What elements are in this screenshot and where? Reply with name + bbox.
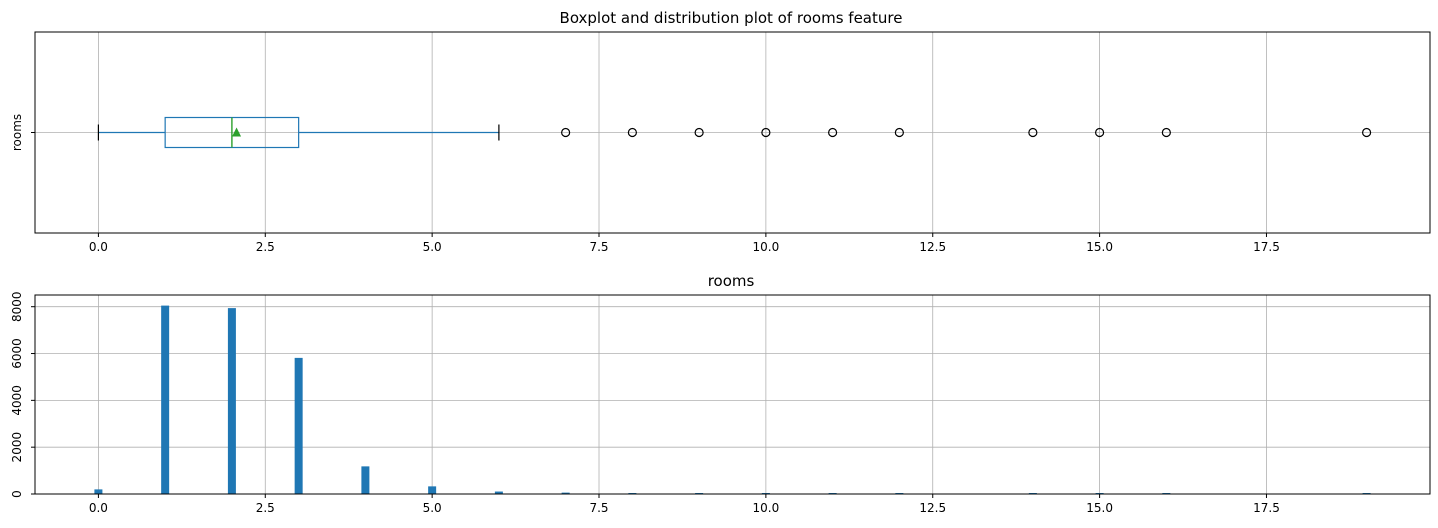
boxplot-category-label: rooms bbox=[10, 114, 24, 151]
boxplot-x-tick-label: 17.5 bbox=[1253, 240, 1280, 254]
boxplot-glyph bbox=[97, 116, 500, 149]
boxplot-x-tick-label: 2.5 bbox=[256, 240, 275, 254]
histogram-y-tick-label: 2000 bbox=[10, 432, 24, 463]
histogram-bar bbox=[94, 489, 103, 494]
histogram-x-tick-label: 7.5 bbox=[589, 501, 608, 515]
histogram-bar bbox=[494, 491, 503, 494]
boxplot-x-tick-label: 12.5 bbox=[919, 240, 946, 254]
histogram-bar bbox=[361, 466, 370, 494]
histogram-bar bbox=[294, 357, 303, 494]
boxplot-outlier-point bbox=[894, 127, 904, 138]
boxplot-title: Boxplot and distribution plot of rooms f… bbox=[560, 9, 903, 27]
boxplot-panel: Boxplot and distribution plot of rooms f… bbox=[10, 9, 1431, 254]
boxplot-outlier-point bbox=[694, 127, 704, 138]
boxplot-x-ticks: 0.0 2.5 5.0 7.5 10.0 12.5 15.0 17.5 bbox=[89, 233, 1280, 254]
histogram-axes-frame bbox=[34, 294, 1431, 495]
histogram-y-tick-label: 0 bbox=[10, 490, 24, 498]
boxplot-grid bbox=[35, 32, 1430, 233]
boxplot-y-ticks: rooms bbox=[10, 114, 35, 151]
histogram-x-tick-label: 12.5 bbox=[919, 501, 946, 515]
histogram-y-ticks: 0 2000 4000 6000 8000 bbox=[10, 291, 35, 498]
histogram-y-tick-label: 6000 bbox=[10, 338, 24, 369]
boxplot-outlier-point bbox=[1095, 127, 1105, 138]
histogram-x-tick-label: 2.5 bbox=[256, 501, 275, 515]
boxplot-x-tick-label: 7.5 bbox=[589, 240, 608, 254]
histogram-title: rooms bbox=[708, 272, 755, 290]
histogram-x-ticks: 0.0 2.5 5.0 7.5 10.0 12.5 15.0 17.5 bbox=[89, 494, 1280, 515]
histogram-y-tick-label: 8000 bbox=[10, 291, 24, 322]
boxplot-outlier-point bbox=[1028, 127, 1038, 138]
boxplot-outlier-point bbox=[627, 127, 637, 138]
boxplot-outliers bbox=[561, 127, 1372, 138]
histogram-bar bbox=[161, 305, 170, 494]
histogram-bar bbox=[227, 308, 236, 494]
histogram-x-tick-label: 5.0 bbox=[423, 501, 442, 515]
histogram-y-tick-label: 4000 bbox=[10, 385, 24, 416]
histogram-x-tick-label: 10.0 bbox=[753, 501, 780, 515]
boxplot-outlier-point bbox=[828, 127, 838, 138]
histogram-x-tick-label: 17.5 bbox=[1253, 501, 1280, 515]
histogram-panel: rooms 0.0 2.5 5.0 7.5 10.0 12.5 15.0 17.5 0 2000… bbox=[10, 272, 1431, 515]
boxplot-x-tick-label: 5.0 bbox=[423, 240, 442, 254]
boxplot-x-tick-label: 0.0 bbox=[89, 240, 108, 254]
boxplot-outlier-point bbox=[561, 127, 571, 138]
boxplot-x-tick-label: 15.0 bbox=[1086, 240, 1113, 254]
histogram-bar bbox=[428, 486, 437, 494]
histogram-grid bbox=[35, 295, 1430, 495]
boxplot-outlier-point bbox=[1361, 127, 1372, 138]
histogram-bars bbox=[94, 305, 1371, 494]
boxplot-x-tick-label: 10.0 bbox=[753, 240, 780, 254]
boxplot-outlier-point bbox=[1161, 127, 1171, 138]
histogram-x-tick-label: 0.0 bbox=[89, 501, 108, 515]
boxplot-outlier-point bbox=[761, 127, 771, 138]
histogram-bar bbox=[561, 492, 570, 494]
boxplot-mean-marker bbox=[232, 127, 242, 137]
histogram-x-tick-label: 15.0 bbox=[1086, 501, 1113, 515]
